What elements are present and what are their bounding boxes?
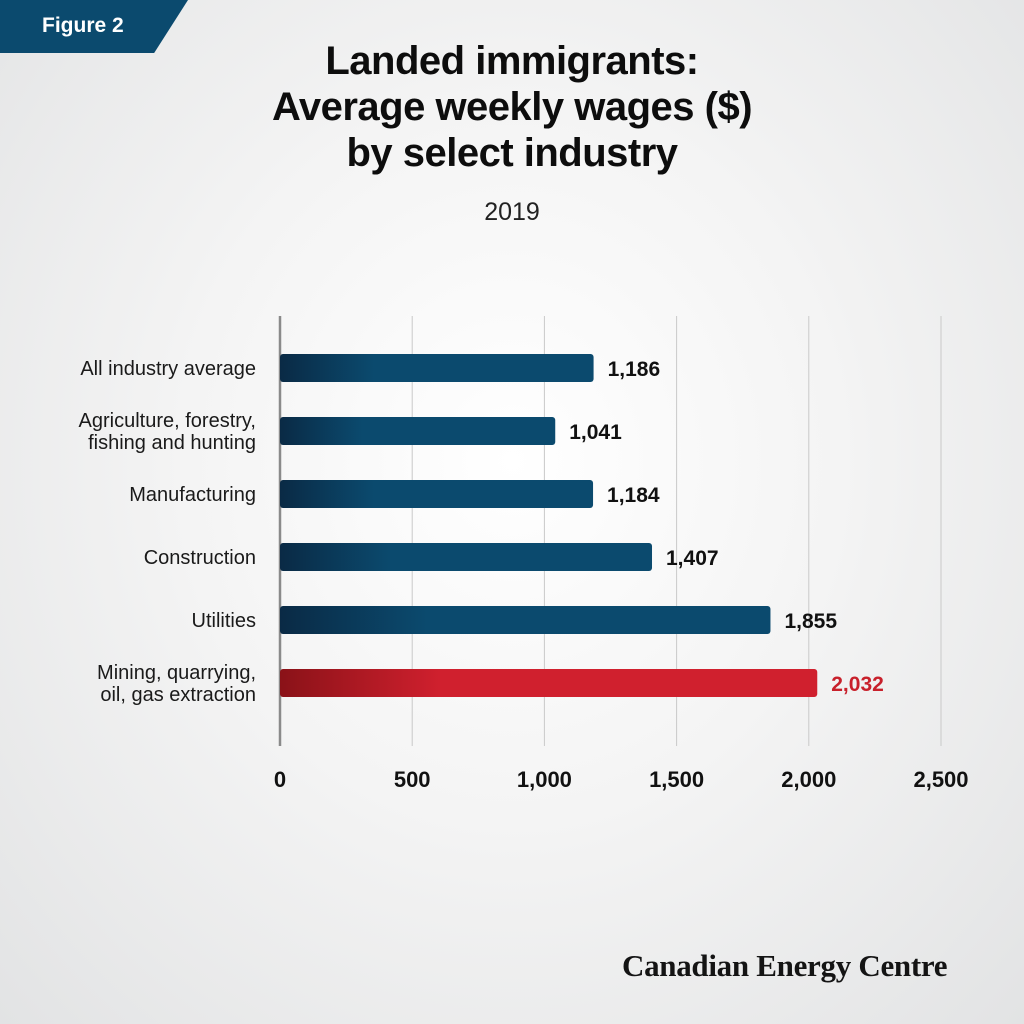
bar-value-label: 2,032 <box>831 673 884 696</box>
x-tick-label: 1,000 <box>517 767 572 792</box>
category-label: All industry average <box>80 358 256 380</box>
title-line-3: by select industry <box>346 131 678 175</box>
bar <box>280 417 556 445</box>
bar-value-label: 1,184 <box>607 484 660 507</box>
bar <box>280 480 594 508</box>
bar-value-label: 1,855 <box>784 610 837 633</box>
title-line-1: Landed immigrants: <box>325 39 699 83</box>
category-label: fishing and hunting <box>88 432 256 454</box>
title-line-2: Average weekly wages ($) <box>271 85 753 129</box>
figure-badge: Figure 2 <box>0 0 188 53</box>
chart-title: Landed immigrants: Average weekly wages … <box>0 38 1024 176</box>
bar-value-label: 1,407 <box>666 547 719 570</box>
category-label: Utilities <box>192 610 256 632</box>
category-label: Construction <box>144 547 256 569</box>
category-label: Agriculture, forestry, <box>79 410 256 432</box>
bar <box>280 606 771 634</box>
bar <box>280 543 653 571</box>
bar-value-label: 1,186 <box>608 358 661 381</box>
bar-value-label: 1,041 <box>569 421 622 444</box>
brand-logo-text: Canadian Energy Centre <box>622 948 948 983</box>
bar <box>280 354 594 382</box>
chart-subtitle: 2019 <box>484 198 540 226</box>
bar-chart: 0 500 1,000 1,500 2,000 2,500 1,186 All industr… <box>79 316 969 792</box>
x-tick-label: 500 <box>394 767 431 792</box>
bar <box>280 669 818 697</box>
figure-badge-label: Figure 2 <box>42 14 124 37</box>
category-label: Mining, quarrying, <box>97 662 256 684</box>
x-tick-label: 1,500 <box>649 767 704 792</box>
x-tick-label: 0 <box>274 767 286 792</box>
category-label: Manufacturing <box>129 484 256 506</box>
x-tick-label: 2,500 <box>913 767 968 792</box>
x-tick-label: 2,000 <box>781 767 836 792</box>
category-label: oil, gas extraction <box>100 684 256 706</box>
